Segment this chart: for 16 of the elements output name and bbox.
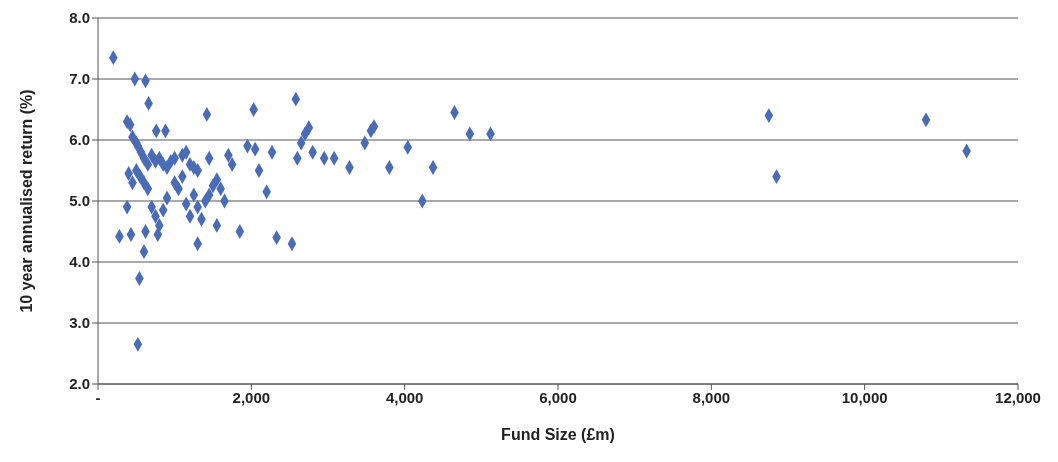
y-tick-label: 4.0 <box>69 253 90 271</box>
y-axis-title: 10 year annualised return (%) <box>17 89 35 313</box>
y-tick-label: 3.0 <box>69 314 90 332</box>
x-tick-label: - <box>95 388 101 406</box>
y-tick-label: 5.0 <box>69 192 90 210</box>
y-tick-label: 2.0 <box>69 375 90 393</box>
y-tick-label: 7.0 <box>69 70 90 88</box>
y-tick-label: 6.0 <box>69 131 90 149</box>
x-tick-label: 10,000 <box>841 388 888 406</box>
x-tick-label: 8,000 <box>692 388 731 406</box>
y-tick-label: 8.0 <box>69 9 90 27</box>
x-tick-label: 2,000 <box>232 388 271 406</box>
x-tick-label: 12,000 <box>995 388 1041 406</box>
x-tick-label: 6,000 <box>539 388 577 406</box>
x-tick-label: 4,000 <box>385 388 424 406</box>
x-axis-title: Fund Size (£m) <box>501 426 615 443</box>
